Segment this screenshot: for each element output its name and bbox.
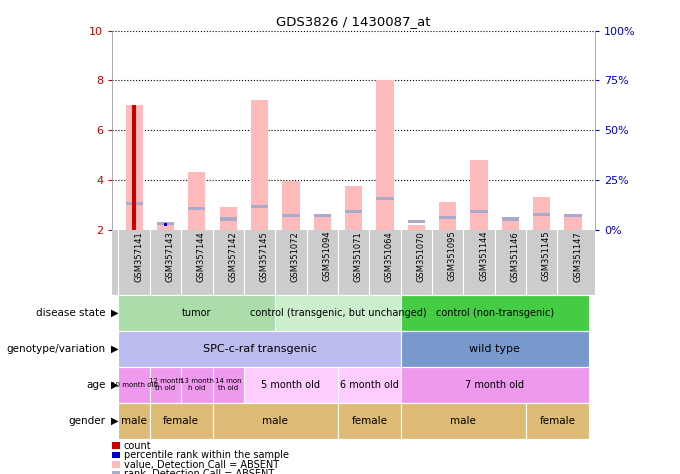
Text: GSM351070: GSM351070 [416,231,425,282]
Bar [220,218,237,221]
Bar [118,367,150,403]
Text: value, Detection Call = ABSENT: value, Detection Call = ABSENT [124,459,279,470]
Text: ▶: ▶ [111,416,118,426]
Bar [157,222,174,225]
Text: 5 month old: 5 month old [261,380,320,390]
Title: GDS3826 / 1430087_at: GDS3826 / 1430087_at [276,15,431,28]
Text: 10 month old: 10 month old [111,382,158,388]
Bar [439,216,456,219]
Bar [471,210,488,213]
Bar [408,220,425,223]
Bar [282,213,299,217]
Bar [244,367,338,403]
Text: GSM357141: GSM357141 [134,231,143,282]
Text: ▶: ▶ [111,308,118,318]
Text: 7 month old: 7 month old [465,380,524,390]
Text: age: age [86,380,105,390]
Text: SPC-c-raf transgenic: SPC-c-raf transgenic [203,344,316,354]
Text: GSM351146: GSM351146 [511,231,520,282]
Text: count: count [124,440,152,451]
Text: gender: gender [69,416,105,426]
Bar [150,367,181,403]
Bar [157,225,174,229]
Text: control (non-transgenic): control (non-transgenic) [436,308,554,318]
Bar [313,213,331,217]
Text: male: male [262,416,288,426]
Text: GSM357145: GSM357145 [260,231,269,282]
Bar [164,223,167,226]
Bar [220,207,237,229]
Text: tumor: tumor [182,308,211,318]
Bar [282,181,299,229]
Text: disease state: disease state [36,308,105,318]
Bar [118,294,275,331]
Bar [118,331,401,367]
Bar [376,197,394,200]
Bar [213,403,338,439]
Text: wild type: wild type [469,344,520,354]
Bar [188,207,205,210]
Text: GSM351144: GSM351144 [479,231,488,282]
Text: 12 month
th old: 12 month th old [148,378,182,392]
Bar [502,219,519,229]
Bar [133,105,136,229]
Text: GSM351071: GSM351071 [354,231,362,282]
Text: ▶: ▶ [111,344,118,354]
Bar [401,367,589,403]
Bar [345,210,362,213]
Bar [533,212,550,216]
Text: GSM351064: GSM351064 [385,231,394,282]
Text: female: female [163,416,199,426]
Bar [345,186,362,229]
Bar [251,100,268,229]
Text: male: male [450,416,476,426]
Text: 14 mon
th old: 14 mon th old [215,378,241,392]
Bar [313,215,331,229]
Text: GSM351094: GSM351094 [322,231,331,282]
Bar [118,403,150,439]
Bar [150,403,213,439]
Bar [401,331,589,367]
Bar [275,294,401,331]
Bar [526,403,589,439]
Bar [401,403,526,439]
Text: 6 month old: 6 month old [340,380,398,390]
Bar [188,173,205,229]
Bar [376,81,394,229]
Bar [564,215,581,229]
Bar [471,160,488,229]
Bar [126,105,143,229]
Text: GSM357144: GSM357144 [197,231,206,282]
Bar [401,294,589,331]
Bar [408,225,425,229]
Bar [338,403,401,439]
Bar [564,213,581,217]
Bar [338,367,401,403]
Text: female: female [352,416,388,426]
Bar [213,367,244,403]
Text: female: female [539,416,575,426]
Text: GSM357143: GSM357143 [165,231,175,282]
Text: percentile rank within the sample: percentile rank within the sample [124,450,289,460]
Text: GSM351147: GSM351147 [573,231,582,282]
Text: GSM351072: GSM351072 [291,231,300,282]
Bar [251,205,268,208]
Text: GSM351145: GSM351145 [542,231,551,282]
Text: GSM357142: GSM357142 [228,231,237,282]
Bar [533,197,550,229]
Text: 13 month
h old: 13 month h old [180,378,214,392]
Bar [126,202,143,205]
Bar [439,202,456,229]
Text: ▶: ▶ [111,380,118,390]
Text: control (transgenic, but unchanged): control (transgenic, but unchanged) [250,308,426,318]
Text: rank, Detection Call = ABSENT: rank, Detection Call = ABSENT [124,469,274,474]
Text: GSM351095: GSM351095 [447,231,457,282]
Text: genotype/variation: genotype/variation [6,344,105,354]
Bar [502,218,519,221]
Text: male: male [121,416,147,426]
Bar [181,367,213,403]
